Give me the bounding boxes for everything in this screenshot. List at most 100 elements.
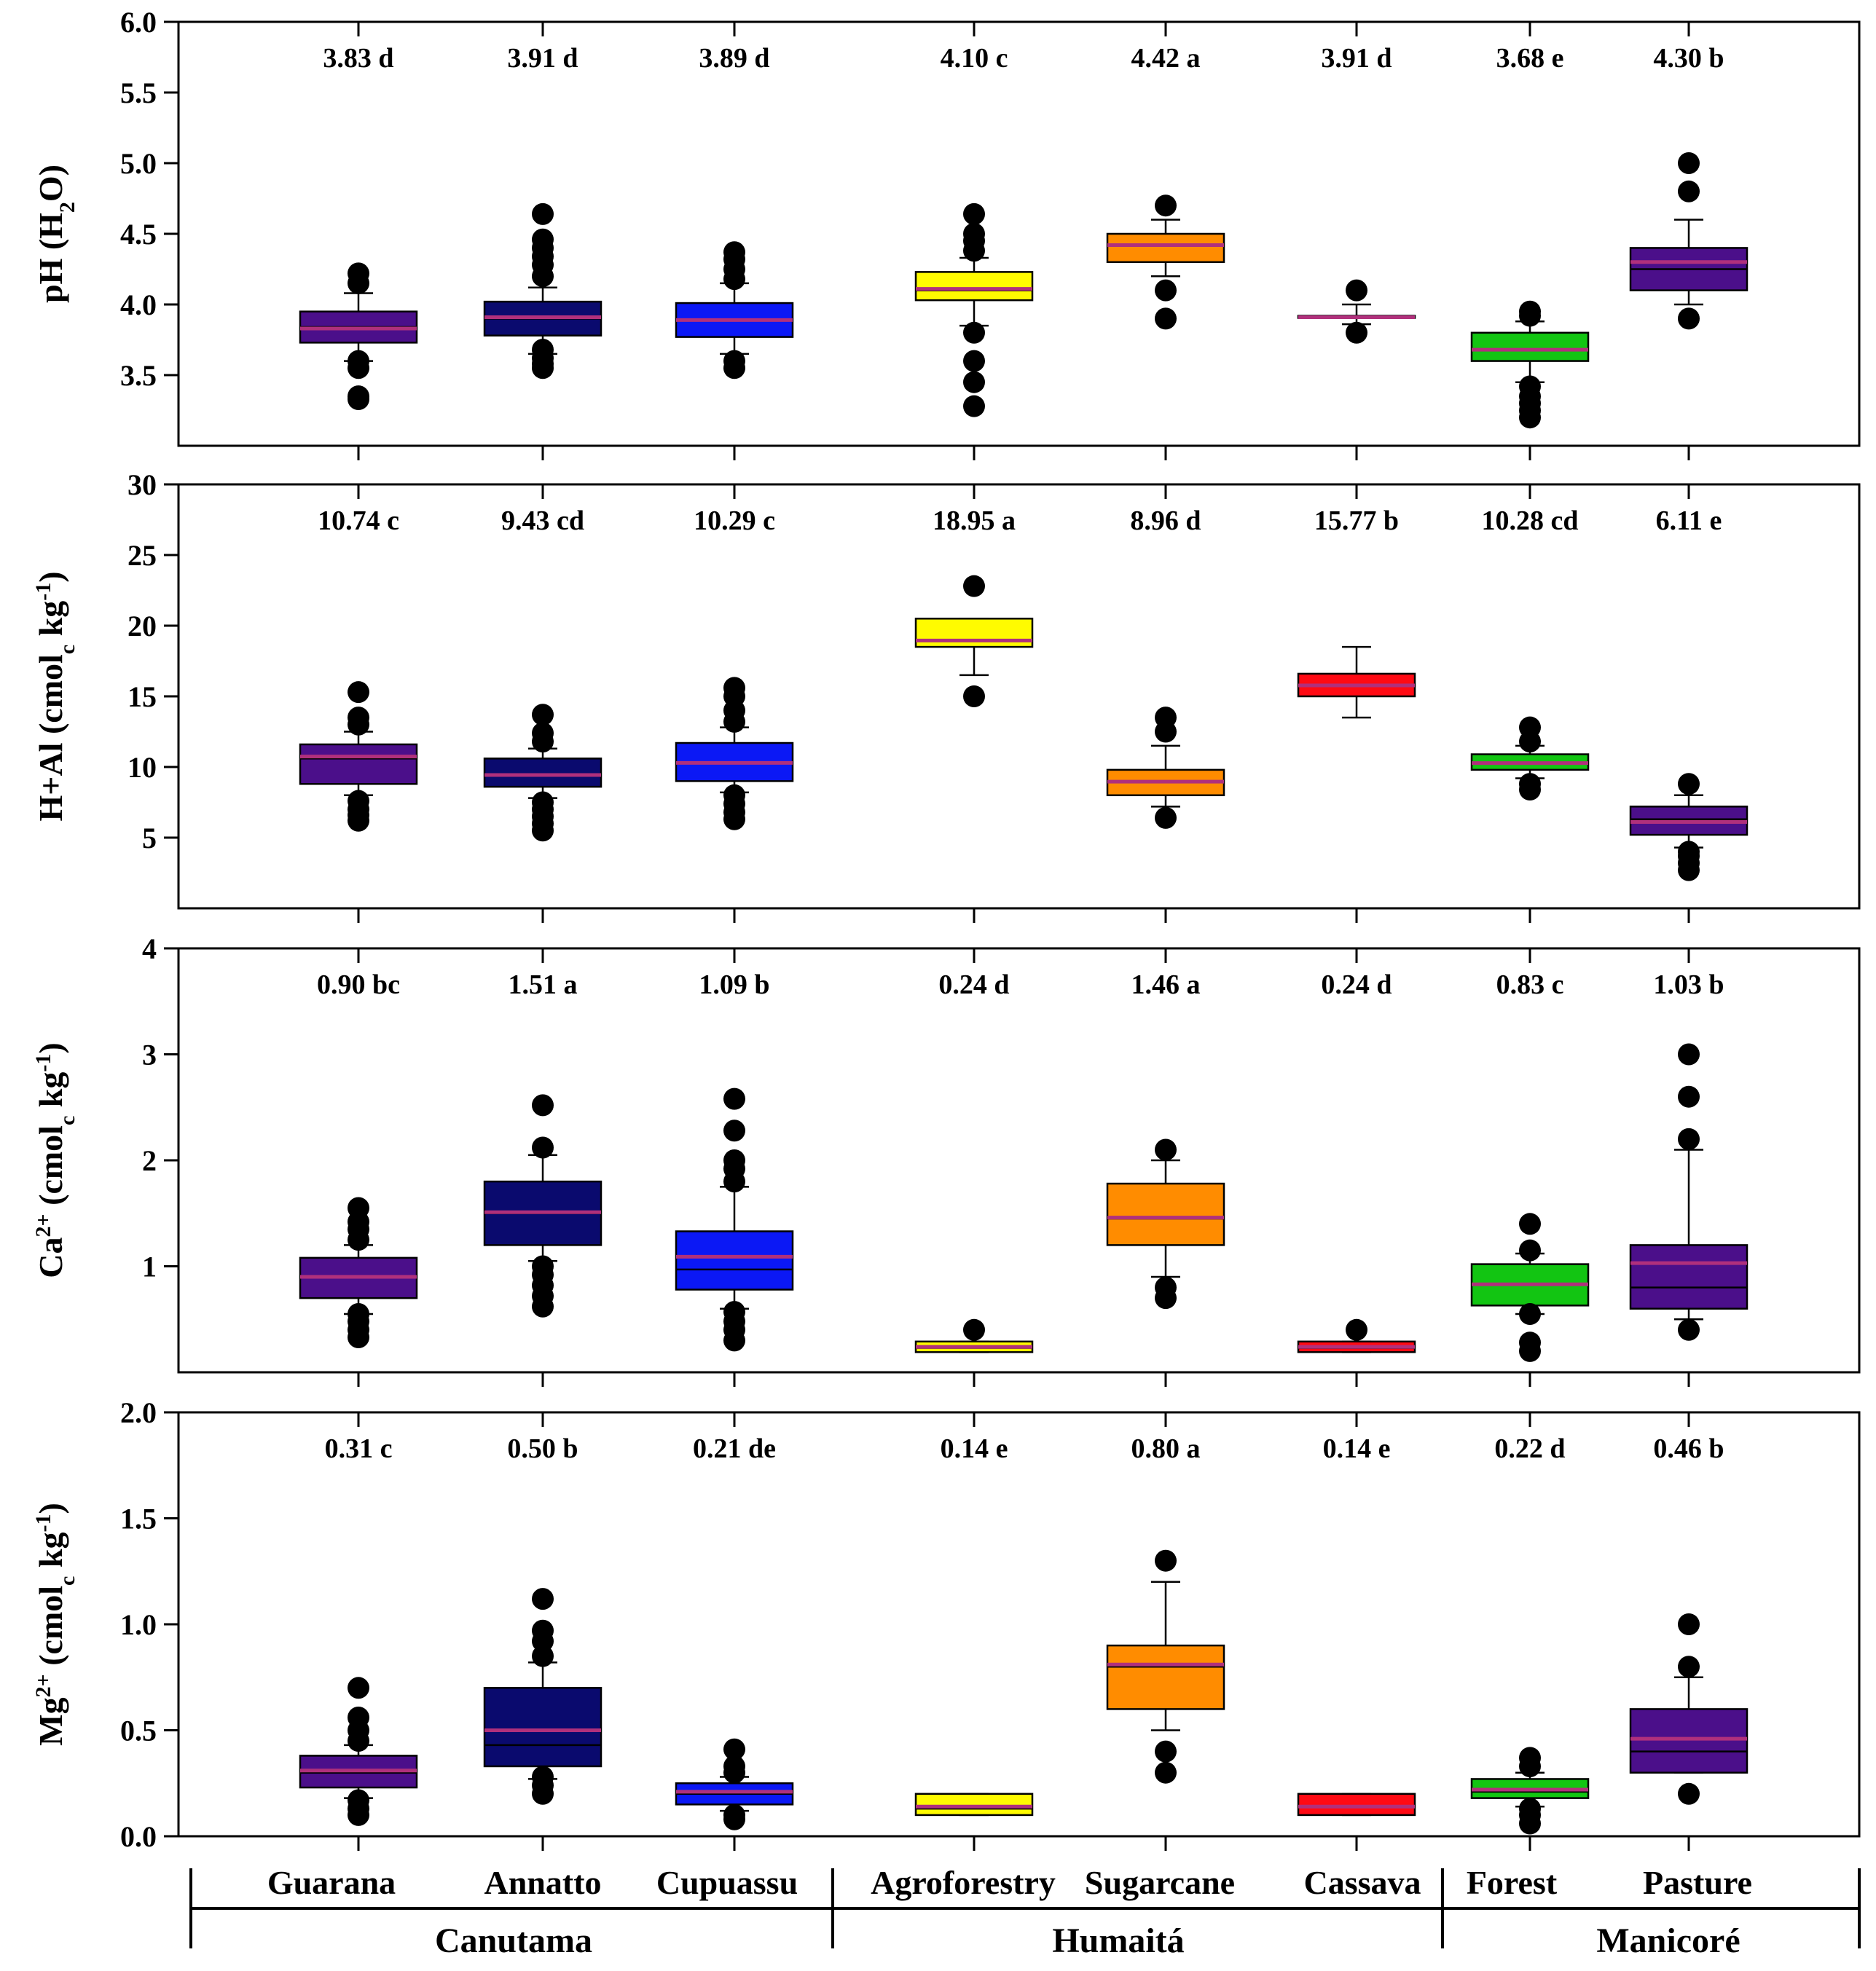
box-guarana: [299, 1197, 418, 1348]
outlier-point: [348, 790, 369, 812]
outlier-point: [1155, 806, 1177, 829]
outlier-point: [348, 1707, 369, 1729]
mean-annotation: 0.21 de: [693, 1433, 776, 1464]
x-category-label: Guarana: [267, 1864, 396, 1901]
outlier-point: [532, 1766, 554, 1788]
box-forest: [1470, 1747, 1590, 1835]
y-axis-label-sub: c: [55, 1116, 79, 1125]
mean-annotation: 10.28 cd: [1482, 505, 1579, 536]
box-agroforestry: [914, 202, 1034, 417]
box-iqr: [1470, 331, 1590, 362]
outlier-point: [1519, 300, 1541, 323]
x-category-label: Pasture: [1643, 1864, 1752, 1901]
outlier-point: [963, 321, 985, 344]
outlier-point: [532, 228, 554, 251]
mean-annotation: 3.83 d: [323, 43, 393, 74]
outlier-point: [1678, 1043, 1700, 1066]
box-iqr: [914, 271, 1034, 302]
outlier-point: [963, 575, 985, 597]
y-axis-label-sub: c: [55, 1576, 79, 1586]
outlier-point: [1346, 1318, 1367, 1341]
y-tick-label: 15: [127, 680, 157, 713]
mean-annotation: 3.91 d: [507, 43, 578, 74]
outlier-point: [348, 681, 369, 704]
outlier-point: [1519, 1213, 1541, 1235]
box-iqr: [914, 618, 1034, 648]
y-axis-label-sup: -1: [31, 1054, 55, 1072]
box-pasture: [1629, 152, 1749, 330]
outlier-point: [348, 262, 369, 285]
y-axis-label-text: ): [32, 1503, 69, 1514]
outlier-point: [1519, 1798, 1541, 1820]
y-tick-label: 2: [142, 1144, 157, 1177]
mean-annotation: 6.11 e: [1656, 505, 1722, 536]
y-axis-label-sup: 2+: [31, 1213, 55, 1237]
y-axis-label: Ca2+ (cmolc kg-1): [31, 1042, 79, 1278]
outlier-point: [348, 1197, 369, 1219]
outlier-point: [1678, 180, 1700, 202]
outlier-point: [963, 350, 985, 372]
box-cassava: [1297, 1318, 1416, 1353]
box-iqr: [1629, 1708, 1749, 1774]
y-tick-label: 1.0: [120, 1608, 157, 1641]
outlier-point: [963, 202, 985, 225]
panel-frame: [177, 947, 1861, 1374]
box-agroforestry: [914, 1793, 1034, 1817]
y-tick-label: 25: [127, 539, 157, 572]
outlier-point: [1678, 1085, 1700, 1108]
y-tick-label: 5: [142, 822, 157, 854]
outlier-point: [1155, 1276, 1177, 1299]
outlier-point: [1155, 194, 1177, 217]
mean-annotation: 3.89 d: [699, 43, 769, 74]
y-axis-label-text: Ca: [32, 1237, 69, 1278]
outlier-point: [1155, 1138, 1177, 1161]
x-category-label: Agroforestry: [871, 1864, 1056, 1901]
outlier-point: [348, 387, 369, 410]
y-axis-label: H+Al (cmolc kg-1): [31, 571, 79, 821]
outlier-point: [1678, 1782, 1700, 1805]
outlier-point: [532, 1094, 554, 1117]
outlier-point: [723, 1755, 745, 1777]
outlier-point: [348, 1789, 369, 1811]
y-axis-label-sup: 2+: [31, 1674, 55, 1697]
mean-annotation: 0.50 b: [507, 1433, 578, 1464]
y-axis-label-text: kg: [32, 601, 69, 645]
y-axis-label-sub: c: [55, 645, 79, 654]
outlier-point: [348, 350, 369, 372]
mean-annotation: 18.95 a: [933, 505, 1016, 536]
outlier-point: [723, 677, 745, 699]
box-guarana: [299, 681, 418, 832]
x-category-label: Cupuassu: [656, 1864, 798, 1901]
x-category-label: Cassava: [1303, 1864, 1421, 1901]
outlier-point: [532, 339, 554, 361]
box-iqr: [675, 1230, 794, 1291]
outlier-point: [723, 350, 745, 372]
outlier-point: [1155, 707, 1177, 729]
box-pasture: [1629, 1043, 1749, 1341]
outlier-point: [1519, 375, 1541, 398]
y-tick-label: 3.5: [120, 359, 157, 392]
outlier-point: [532, 1588, 554, 1610]
box-cupuassu: [675, 241, 794, 379]
outlier-point: [723, 784, 745, 806]
y-tick-label: 1.5: [120, 1503, 157, 1535]
outlier-point: [1346, 279, 1367, 302]
y-axis-label-sup: -1: [31, 583, 55, 601]
box-iqr: [483, 758, 603, 788]
y-tick-label: 5.0: [120, 147, 157, 180]
box-annatto: [483, 704, 603, 842]
box-sugarcane: [1106, 707, 1225, 829]
outlier-point: [963, 685, 985, 707]
y-axis-label-text: kg: [32, 1072, 69, 1116]
y-tick-label: 10: [127, 751, 157, 784]
box-cupuassu: [675, 1087, 794, 1352]
box-annatto: [483, 1094, 603, 1318]
outlier-point: [1678, 1613, 1700, 1635]
box-iqr: [1629, 1244, 1749, 1310]
outlier-point: [963, 223, 985, 245]
outlier-point: [532, 1619, 554, 1642]
y-axis-label-text: H+Al (cmol: [32, 654, 69, 821]
location-label: Canutama: [435, 1921, 592, 1960]
box-sugarcane: [1106, 1138, 1225, 1310]
y-axis-label-text: (cmol: [32, 1586, 69, 1674]
